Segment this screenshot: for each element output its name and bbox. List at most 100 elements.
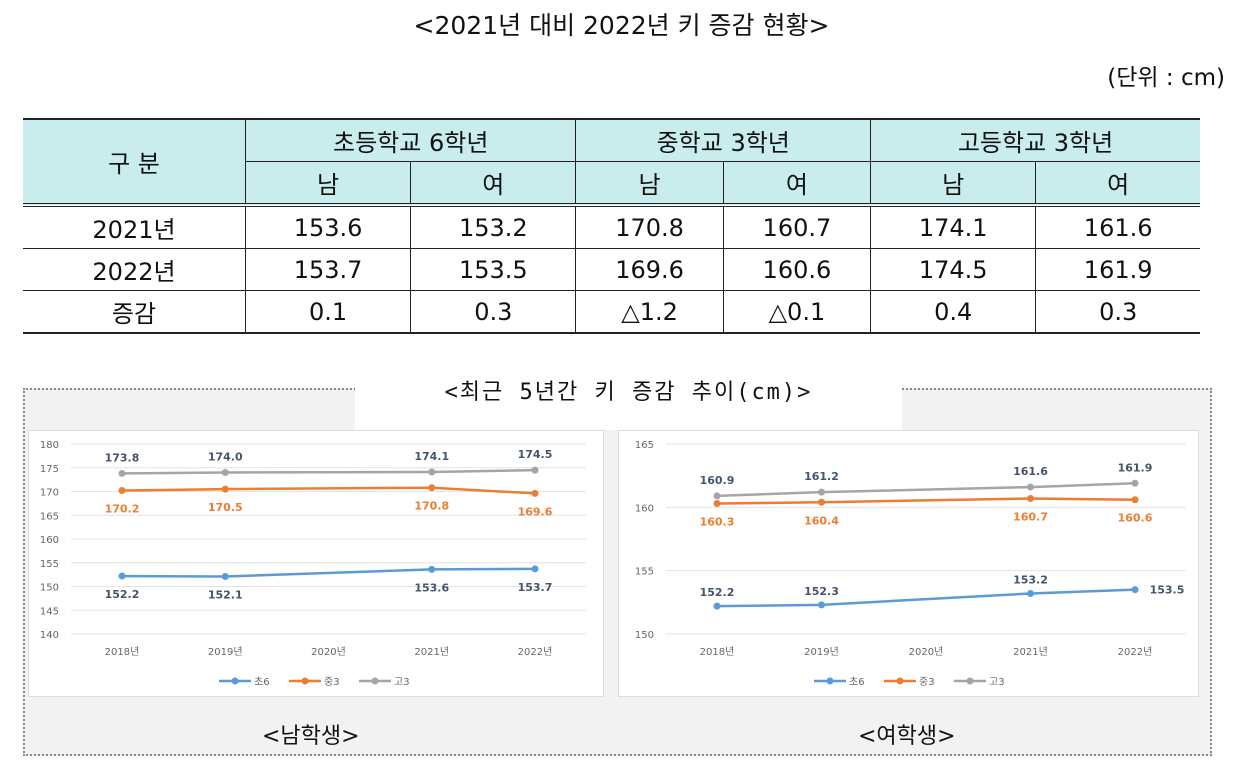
data-label: 153.7	[518, 581, 553, 594]
boys-caption: <남학생>	[262, 724, 360, 749]
y-tick-label: 160	[40, 535, 59, 546]
cell-value: 153.7	[244, 248, 412, 291]
table-row: 2022년 153.7 153.5 169.6 160.6 174.5 161.9	[23, 248, 1200, 291]
x-tick-label: 2021년	[1013, 646, 1048, 658]
cell-value: 160.7	[722, 203, 872, 249]
data-label: 160.7	[1013, 510, 1048, 523]
data-label: 153.6	[414, 581, 449, 594]
data-point	[221, 469, 229, 476]
x-tick-label: 2022년	[518, 646, 553, 658]
legend-label: 중3	[324, 676, 340, 688]
cell-value: 174.1	[870, 203, 1037, 249]
data-point	[118, 487, 126, 495]
data-point	[713, 500, 721, 508]
sex-header: 남	[575, 161, 724, 206]
data-label: 161.9	[1118, 461, 1153, 474]
legend-marker	[231, 677, 239, 685]
data-label: 174.5	[518, 448, 553, 461]
cell-value: 174.5	[870, 248, 1037, 291]
legend-label: 중3	[919, 676, 935, 688]
data-point	[1027, 589, 1034, 597]
data-point	[1027, 494, 1034, 502]
cell-value: 0.1	[244, 290, 412, 334]
group-header: 초등학교 6학년	[244, 118, 577, 162]
data-label: 161.2	[804, 470, 839, 483]
girls-caption: <여학생>	[858, 724, 956, 749]
data-point	[818, 601, 825, 609]
legend-label: 고3	[989, 677, 1005, 688]
table-row: 2021년 153.6 153.2 170.8 160.7 174.1 161.6	[23, 203, 1200, 249]
legend-label: 고3	[394, 677, 410, 688]
cell-value: △1.2	[575, 290, 724, 334]
cell-value: 153.6	[244, 203, 412, 249]
x-tick-label: 2018년	[700, 646, 735, 658]
data-label: 152.2	[700, 586, 735, 599]
group-header: 중학교 3학년	[575, 118, 872, 162]
data-point	[531, 466, 539, 474]
cell-value: 153.5	[410, 248, 577, 291]
y-tick-label: 165	[635, 440, 654, 451]
data-point	[428, 484, 436, 492]
data-label: 170.5	[208, 501, 243, 514]
cell-value: 0.3	[1035, 290, 1200, 334]
data-label: 160.9	[700, 474, 735, 487]
x-tick-label: 2020년	[311, 646, 346, 658]
data-label: 161.6	[1013, 465, 1048, 478]
sex-header: 여	[722, 161, 872, 206]
data-label: 170.8	[414, 500, 449, 513]
legend-marker	[826, 677, 834, 685]
legend-marker	[896, 677, 904, 685]
cell-value: 169.6	[575, 248, 724, 291]
legend-marker	[371, 677, 379, 685]
data-label: 174.1	[414, 450, 449, 463]
data-point	[118, 469, 126, 477]
cell-value: 0.3	[410, 290, 577, 334]
data-label: 160.6	[1118, 512, 1153, 525]
sex-header: 여	[1035, 161, 1200, 206]
y-tick-label: 150	[635, 630, 654, 641]
series-line-초6	[121, 567, 536, 578]
sex-header: 남	[870, 161, 1037, 206]
y-tick-label: 170	[40, 488, 59, 499]
data-label: 160.3	[700, 516, 735, 529]
cell-value: 161.9	[1035, 248, 1200, 291]
data-point	[221, 573, 229, 581]
y-tick-label: 155	[40, 559, 59, 570]
data-point	[1131, 479, 1139, 487]
boys-chart: 140 145 150 155 160 165 170 175 180 2018년 2019년 202…	[28, 430, 604, 697]
data-label: 153.5	[1150, 584, 1185, 597]
legend-label: 초6	[254, 676, 270, 688]
group-header: 고등학교 3학년	[870, 118, 1200, 162]
x-tick-label: 2019년	[804, 646, 839, 658]
legend-label: 초6	[849, 676, 865, 688]
data-point	[531, 565, 539, 573]
row-label: 2022년	[23, 248, 246, 291]
data-label: 173.8	[105, 451, 140, 464]
cell-value: 170.8	[575, 203, 724, 249]
y-tick-label: 150	[40, 583, 59, 594]
x-tick-label: 2020년	[909, 646, 944, 658]
y-tick-label: 165	[40, 511, 59, 522]
data-point	[118, 572, 126, 580]
data-point	[428, 468, 436, 476]
legend-marker	[301, 677, 309, 685]
data-label: 169.6	[518, 505, 553, 518]
data-label: 153.2	[1013, 573, 1048, 586]
data-label: 160.4	[804, 514, 839, 527]
unit-label: (단위 : cm)	[1107, 65, 1225, 91]
data-point	[713, 492, 721, 500]
data-point	[818, 498, 825, 506]
data-point	[818, 488, 825, 496]
row-label: 2021년	[23, 203, 246, 249]
girls-chart: 150 155 160 165 2018년 2019년 2020년 2021년 2022년 152…	[618, 430, 1199, 697]
data-point	[1027, 483, 1034, 491]
sex-header: 남	[245, 161, 412, 206]
row-label: 증감	[23, 290, 246, 334]
data-label: 152.1	[208, 589, 243, 602]
x-tick-label: 2018년	[105, 646, 140, 658]
y-tick-label: 155	[635, 567, 654, 578]
y-tick-label: 145	[40, 606, 59, 617]
x-tick-label: 2021년	[414, 646, 449, 658]
data-point	[1131, 496, 1139, 504]
